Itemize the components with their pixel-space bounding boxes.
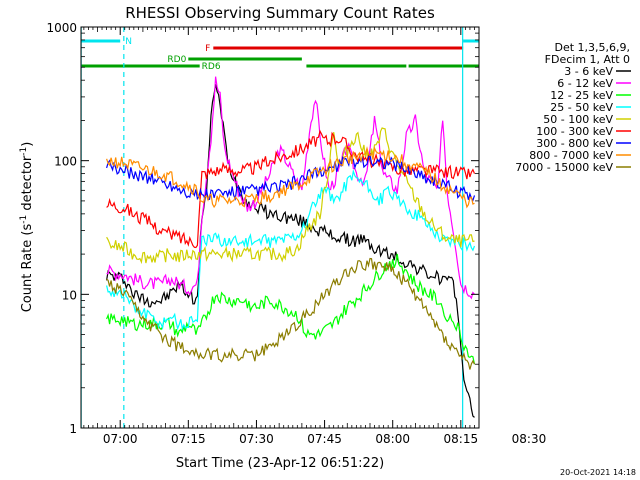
series-line-7000-15000-kev: [106, 257, 476, 370]
legend-header-1: FDecim 1, Att 0: [545, 53, 630, 66]
series-line-300-800-kev: [106, 152, 476, 202]
flag-label-f: F: [205, 44, 210, 54]
chart-title: RHESSI Observing Summary Count Rates: [125, 4, 435, 22]
y-axis-label-main: Count Rate (s: [20, 224, 35, 313]
y-tick-label: 1000: [46, 21, 77, 35]
legend-label-12-25-kev: 12 - 25 keV: [550, 89, 613, 102]
legend-label-300-800-kev: 300 - 800 keV: [536, 137, 613, 150]
y-axis-label-sup: -1: [19, 215, 29, 224]
legend-label-3-6-kev: 3 - 6 keV: [564, 65, 613, 78]
y-tick-label: 1: [69, 422, 77, 436]
legend-label-7000-15000-kev: 7000 - 15000 keV: [515, 161, 613, 174]
legend-label-6-12-kev: 6 - 12 keV: [557, 77, 613, 90]
y-axis-ticks: 1 10 100 1000: [46, 21, 479, 436]
y-tick-label: 10: [62, 288, 77, 302]
legend-label-50-100-kev: 50 - 100 keV: [543, 113, 613, 126]
series-line-50-100-kev: [106, 127, 475, 265]
footer-date: 20-Oct-2021 14:18: [560, 468, 636, 477]
legend-label-25-50-kev: 25 - 50 keV: [550, 101, 613, 114]
x-tick-label: 08:15: [444, 432, 479, 446]
flag-label-rd6: RD6: [202, 62, 221, 72]
x-tick-label: 08:00: [375, 432, 410, 446]
y-tick-label: 100: [54, 155, 77, 169]
flag-label-n: N: [125, 37, 132, 47]
x-tick-label: 07:45: [307, 432, 342, 446]
x-axis-label: Start Time (23-Apr-12 06:51:22): [176, 456, 384, 471]
legend-label-800-7000-kev: 800 - 7000 keV: [529, 149, 613, 162]
series-line-800-7000-kev: [106, 145, 475, 209]
x-tick-label: 08:30: [512, 432, 547, 446]
y-axis-label: Count Rate (s-1 detector-1): [19, 142, 35, 313]
series-line-25-50-kev: [106, 168, 476, 331]
x-axis-ticks: 07:00 07:15 07:30 07:45 08:00 08:15 08:30: [83, 27, 547, 446]
plot-frame: [80, 26, 480, 429]
legend-label-100-300-kev: 100 - 300 keV: [536, 125, 613, 138]
flag-label-rd0: RD0: [167, 55, 186, 65]
count-rate-series: [106, 76, 476, 418]
series-line-100-300-kev: [106, 129, 476, 249]
series-line-6-12-kev: [106, 76, 475, 300]
y-axis-label-end: ): [20, 142, 35, 147]
x-tick-label: 07:15: [171, 432, 206, 446]
legend: Det 1,3,5,6,9,FDecim 1, Att 03 - 6 keV6 …: [515, 41, 631, 174]
x-tick-label: 07:30: [239, 432, 274, 446]
flag-bars: N F RD0 RD6: [81, 37, 479, 72]
series-line-3-6-kev: [106, 84, 475, 418]
y-axis-label-tail: detector: [20, 155, 35, 215]
y-axis-label-sup2: -1: [19, 147, 29, 156]
legend-header-0: Det 1,3,5,6,9,: [554, 41, 630, 54]
x-tick-label: 07:00: [103, 432, 138, 446]
